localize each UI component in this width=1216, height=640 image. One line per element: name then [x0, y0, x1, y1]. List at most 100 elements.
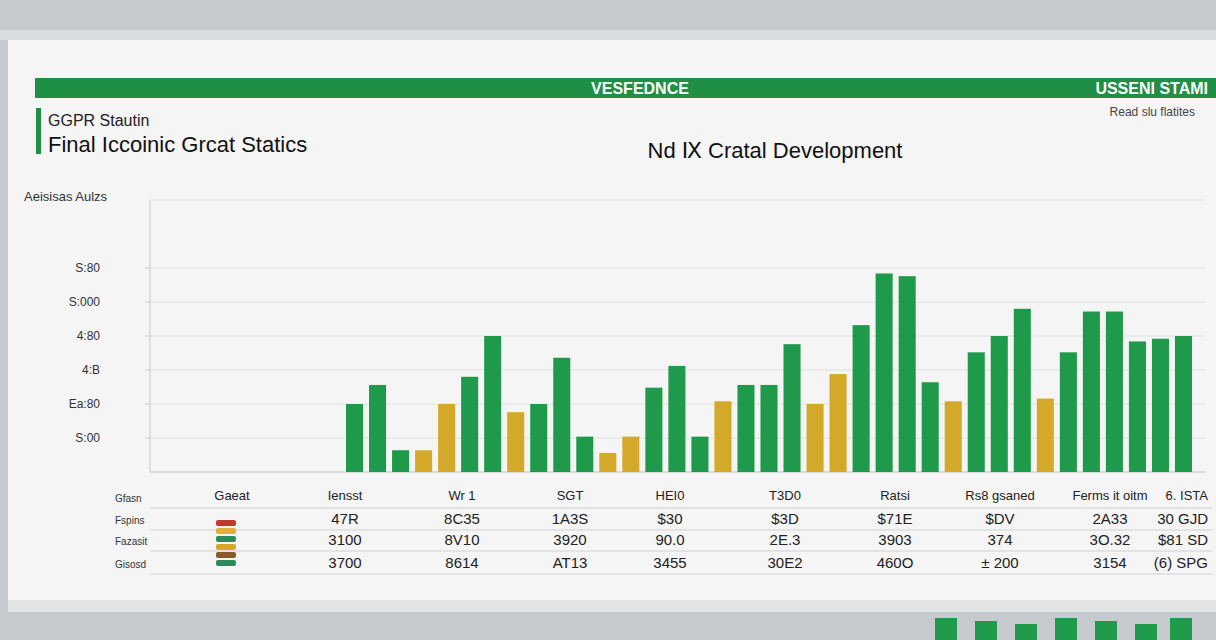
header-band-text: VESFEDNCE	[591, 80, 689, 97]
bar	[968, 352, 985, 472]
bar	[1175, 336, 1192, 472]
table-cell: 2A33	[1092, 510, 1127, 527]
chart-title: Nd Ⅸ Cratal Development	[648, 138, 903, 163]
decor-bar	[1015, 624, 1037, 640]
bar	[1037, 399, 1054, 472]
table-cell: (6) SPG	[1154, 554, 1208, 571]
bar	[691, 437, 708, 472]
table-corner: Gfasn	[115, 493, 142, 504]
table-cell: 90.0	[655, 531, 684, 548]
tick-mark	[145, 268, 150, 269]
bar	[991, 336, 1008, 472]
bar	[461, 377, 478, 472]
table-cell: 460O	[877, 554, 914, 571]
y-tick-label: Ea:80	[69, 397, 101, 411]
table-cell: 3700	[328, 554, 361, 571]
table-cell: 8V10	[444, 531, 479, 548]
decor-bar	[1095, 621, 1117, 640]
tick-mark	[145, 404, 150, 405]
column-head: T3D0	[769, 488, 801, 503]
header-band	[35, 78, 1216, 98]
tick-mark	[145, 370, 150, 371]
poster: VESFEDNCEUSSENI STAMIRead slu flatitesGG…	[0, 0, 1216, 640]
bar	[484, 336, 501, 472]
bar	[1014, 309, 1031, 472]
table-icon	[216, 536, 236, 542]
table-cell: 3920	[553, 531, 586, 548]
bar	[945, 401, 962, 472]
bar	[507, 412, 524, 472]
bar	[346, 404, 363, 472]
table-rule	[150, 508, 1212, 509]
tick-mark	[145, 302, 150, 303]
bar	[438, 404, 455, 472]
tick-mark	[145, 336, 150, 337]
table-cell: 374	[987, 531, 1012, 548]
column-head: HEI0	[656, 488, 685, 503]
y-tick-label: S:80	[75, 261, 100, 275]
table-cell: 3O.32	[1090, 531, 1131, 548]
bar	[576, 437, 593, 472]
bar	[899, 276, 916, 472]
table-cell: AT13	[553, 554, 588, 571]
column-head: Ferms it oitm	[1072, 488, 1147, 503]
column-head: 6. ISTA	[1166, 488, 1209, 503]
wall	[0, 0, 1216, 640]
decor-bar	[1135, 624, 1157, 640]
y-tick-label: S:000	[69, 295, 101, 309]
y-tick-label: S:00	[75, 431, 100, 445]
table-cell: 8614	[445, 554, 478, 571]
table-cell: 30E2	[767, 554, 802, 571]
bar	[784, 344, 801, 472]
row-head: Fazasit	[115, 536, 147, 547]
decor-bar	[1055, 618, 1077, 640]
table-rule	[150, 574, 1212, 575]
table-cell: 1A3S	[552, 510, 589, 527]
table-cell: 8C35	[444, 510, 480, 527]
table-icon	[216, 544, 236, 550]
column-head: SGT	[557, 488, 584, 503]
column-head: Rs8 gsaned	[965, 488, 1034, 503]
poster-edge	[8, 600, 1216, 612]
bar	[1129, 341, 1146, 472]
poster-sheet	[8, 40, 1216, 612]
table-cell: 47R	[331, 510, 359, 527]
table-cell: $30	[657, 510, 682, 527]
column-head: Iensst	[328, 488, 363, 503]
table-cell: 3903	[878, 531, 911, 548]
table-cell: ± 200	[981, 554, 1018, 571]
table-cell: $3D	[771, 510, 799, 527]
decor-bar	[975, 621, 997, 640]
bar	[714, 401, 731, 472]
decor-bar	[935, 618, 957, 640]
header-note: Read slu flatites	[1110, 105, 1195, 119]
bar	[415, 450, 432, 472]
bar	[922, 382, 939, 472]
header-band-text: USSENI STAMI	[1095, 80, 1208, 97]
grid-line	[150, 302, 1205, 303]
table-cell: 3455	[653, 554, 686, 571]
table-icon	[216, 528, 236, 534]
table-cell: 3154	[1093, 554, 1126, 571]
column-head: Ratsi	[880, 488, 910, 503]
bar	[369, 385, 386, 472]
bar	[1083, 312, 1100, 472]
bar	[853, 325, 870, 472]
range-end-line	[150, 200, 1205, 201]
bar	[807, 404, 824, 472]
bar	[553, 358, 570, 472]
bar	[1106, 312, 1123, 472]
bar	[876, 273, 893, 472]
bar	[1060, 352, 1077, 472]
bar	[1152, 339, 1169, 472]
table-icon	[216, 560, 236, 566]
poster-title: Final Iccoinic Grcat Statics	[48, 132, 307, 157]
bar	[830, 374, 847, 472]
row-head: Fspins	[115, 515, 144, 526]
grid-line	[150, 268, 1205, 269]
table-icon	[216, 520, 236, 526]
bar	[737, 385, 754, 472]
y-tick-label: 4:B	[82, 363, 100, 377]
table-cell: $81 SD	[1158, 531, 1208, 548]
bar	[668, 366, 685, 472]
